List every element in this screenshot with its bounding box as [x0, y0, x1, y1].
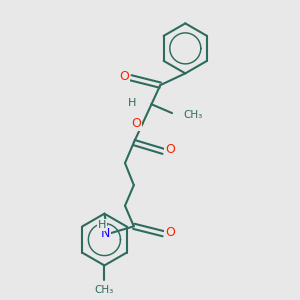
Text: N: N: [100, 227, 110, 240]
Text: CH₃: CH₃: [183, 110, 202, 120]
Text: O: O: [165, 226, 175, 239]
Text: O: O: [119, 70, 129, 83]
Text: O: O: [131, 117, 141, 130]
Text: H: H: [128, 98, 136, 108]
Text: O: O: [165, 143, 175, 156]
Text: CH₃: CH₃: [95, 285, 114, 295]
Text: H: H: [98, 220, 106, 230]
